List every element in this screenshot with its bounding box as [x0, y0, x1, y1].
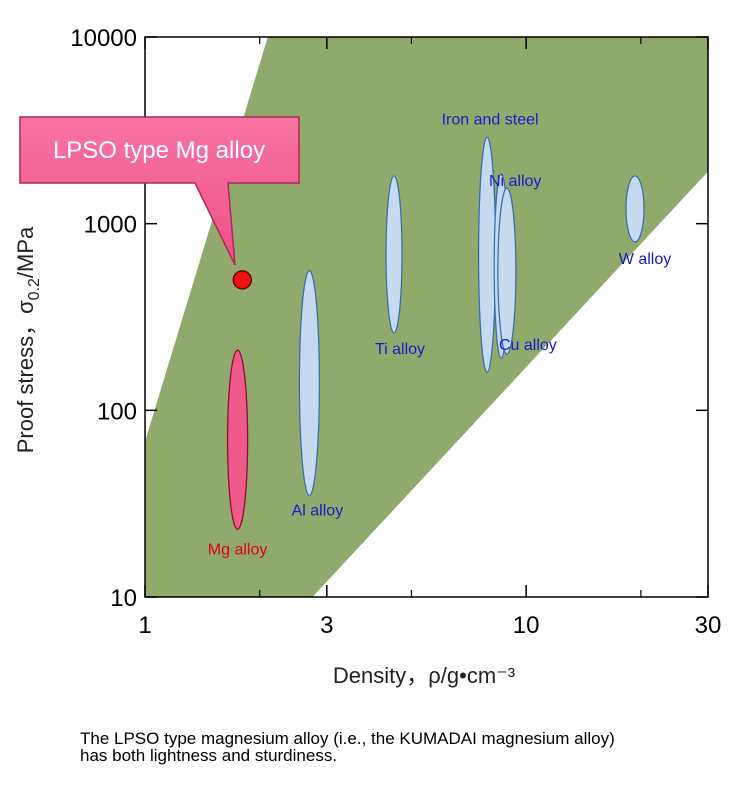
lpso-callout-box: [19, 116, 300, 266]
y-tick-label: 1000: [84, 212, 137, 239]
y-tick-label: 100: [97, 398, 137, 425]
plot-frame: [144, 36, 709, 598]
y-axis-title: Proof stress，σ0.2/MPa: [13, 226, 43, 453]
x-tick-label: 1: [138, 612, 151, 639]
region-w-alloy: [625, 175, 645, 243]
region-ti-alloy: [385, 175, 403, 334]
label-ti-alloy: Ti alloy: [375, 341, 425, 358]
region-cu-alloy: [497, 187, 517, 355]
x-axis-title: Density，ρ/g•cm⁻³: [333, 663, 515, 688]
lpso-data-point: [232, 270, 253, 290]
label-mg-alloy: Mg alloy: [208, 542, 268, 559]
y-axis-title-subscript: 0.2: [26, 278, 43, 300]
y-axis-title-unit: /MPa: [13, 226, 38, 278]
x-tick-label: 30: [695, 612, 722, 639]
y-axis-title-main: Proof stress，σ: [13, 300, 38, 453]
caption-line-2: has both lightness and sturdiness.: [80, 746, 338, 765]
lpso-callout-text: LPSO type Mg alloy: [53, 137, 265, 164]
y-tick-label: 10000: [70, 25, 137, 52]
caption-line-1: The LPSO type magnesium alloy (i.e., the…: [80, 729, 615, 748]
region-al-alloy: [298, 270, 321, 497]
x-tick-label: 3: [320, 612, 333, 639]
label-al-alloy: Al alloy: [292, 502, 344, 519]
label-cu-alloy: Cu alloy: [499, 337, 557, 354]
label-iron-and-steel: Iron and steel: [442, 111, 539, 128]
label-ni-alloy: Ni alloy: [489, 173, 541, 190]
region-mg-alloy: [226, 349, 249, 531]
chart: 1 3 10 30 10 100 1000 10000 Mg alloy Al alloy Ti …: [13, 25, 722, 688]
y-tick-label: 10: [110, 585, 137, 612]
label-w-alloy: W alloy: [619, 251, 671, 268]
caption: The LPSO type magnesium alloy (i.e., the…: [80, 730, 720, 764]
x-tick-label: 10: [513, 612, 540, 639]
